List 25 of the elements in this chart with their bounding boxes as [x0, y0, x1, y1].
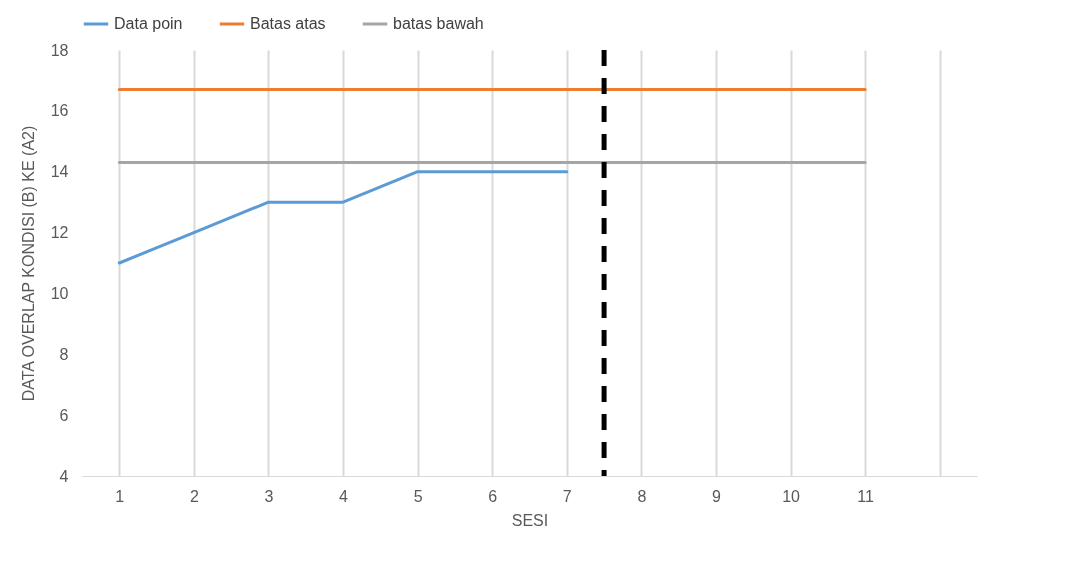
x-tick-label: 10: [782, 487, 801, 505]
x-tick-label: 11: [857, 487, 875, 505]
y-tick-label: 6: [59, 406, 69, 424]
y-tick-label: 14: [50, 163, 69, 181]
x-tick-label: 5: [413, 487, 423, 505]
y-tick-label: 10: [50, 284, 69, 302]
y-tick-label: 8: [59, 345, 69, 363]
y-tick-label: 16: [50, 102, 69, 120]
y-tick-label: 12: [50, 224, 69, 242]
x-tick-label: 8: [637, 487, 647, 505]
x-tick-label: 1: [115, 487, 125, 505]
x-tick-label: 2: [189, 487, 199, 505]
x-tick-label: 3: [264, 487, 274, 505]
x-tick-label: 6: [488, 487, 498, 505]
legend-label: Batas atas: [250, 15, 326, 32]
x-tick-label: 9: [712, 487, 722, 505]
legend-label: Data poin: [114, 15, 183, 32]
x-axis-title: SESI: [511, 511, 549, 529]
y-tick-label: 4: [59, 467, 69, 485]
y-axis-title: DATA OVERLAP KONDISI (B) KE (A2): [19, 125, 37, 402]
legend-label: batas bawah: [393, 15, 484, 32]
x-tick-label: 4: [339, 487, 349, 505]
y-tick-label: 18: [50, 41, 69, 59]
line-series: [117, 170, 569, 265]
x-tick-label: 7: [562, 487, 572, 505]
